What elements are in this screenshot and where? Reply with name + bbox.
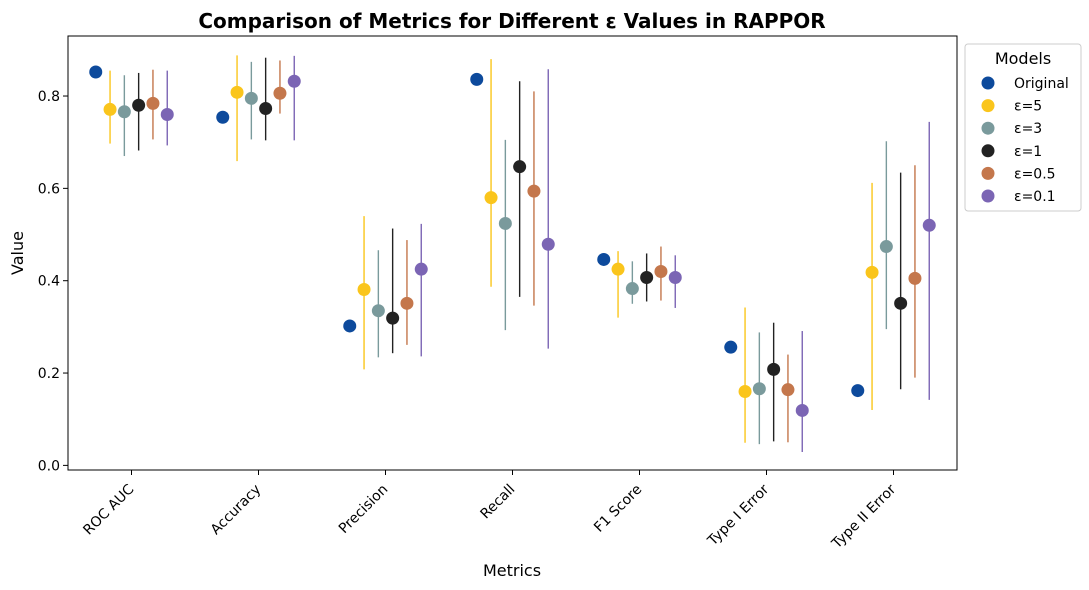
x-tick-label: Recall	[477, 482, 518, 523]
data-point	[146, 96, 160, 110]
legend-label: ε=3	[1014, 121, 1042, 137]
x-tick-label: Accuracy	[208, 482, 265, 539]
legend-label: ε=5	[1014, 99, 1042, 115]
legend-title: Models	[995, 49, 1051, 68]
data-point	[470, 72, 484, 86]
data-point	[724, 340, 738, 354]
data-point	[216, 110, 230, 124]
data-point	[132, 98, 146, 112]
data-point	[160, 107, 174, 121]
legend-label: ε=1	[1014, 144, 1042, 160]
data-point	[668, 270, 682, 284]
data-point	[908, 271, 922, 285]
data-point	[259, 101, 273, 115]
y-tick-label: 0.0	[38, 458, 60, 474]
x-tick-label: Precision	[336, 482, 391, 537]
data-point	[767, 362, 781, 376]
data-point	[287, 74, 301, 88]
legend-label: Original	[1014, 76, 1069, 92]
data-point	[89, 65, 103, 79]
x-tick-label: Type II Error	[828, 481, 899, 552]
legend-marker	[981, 99, 995, 113]
legend-marker	[981, 76, 995, 90]
data-point	[611, 262, 625, 276]
y-tick-label: 0.6	[38, 181, 60, 197]
legend-items: Original ε=5 ε=3 ε=1 ε=0.5 ε=0.1	[981, 76, 1069, 205]
data-point	[513, 160, 527, 174]
x-tick-label: F1 Score	[591, 482, 645, 536]
data-point	[414, 262, 428, 276]
legend-marker	[981, 189, 995, 203]
data-point	[640, 270, 654, 284]
data-point	[879, 240, 893, 254]
data-point	[752, 382, 766, 396]
y-tick-label: 0.8	[38, 89, 60, 105]
data-point	[654, 264, 668, 278]
legend-box	[964, 43, 1082, 212]
data-point	[484, 191, 498, 205]
data-point	[230, 85, 244, 99]
y-tick-label: 0.2	[38, 366, 60, 382]
y-tick-label: 0.4	[38, 274, 60, 290]
data-point	[541, 237, 555, 251]
x-tick-label: ROC AUC	[80, 481, 137, 538]
data-point	[343, 319, 357, 333]
legend-marker	[981, 144, 995, 158]
y-axis: 0.0 0.2 0.4 0.6 0.8	[38, 89, 68, 474]
legend-marker	[981, 121, 995, 135]
data-point	[738, 385, 752, 399]
data-point	[527, 184, 541, 198]
legend-marker	[981, 166, 995, 180]
chart-title: Comparison of Metrics for Different ε Va…	[198, 9, 825, 33]
data-point	[851, 384, 865, 398]
data-point	[795, 403, 809, 417]
legend: Models Original ε=5 ε=3 ε=1 ε=0.5 ε=0.1	[964, 43, 1082, 212]
data-point	[865, 265, 879, 279]
plot-layer	[89, 55, 936, 452]
data-point	[273, 86, 287, 100]
data-point	[625, 282, 639, 296]
data-point	[386, 311, 400, 325]
x-tick-label: Type I Error	[704, 481, 772, 549]
data-point	[400, 296, 414, 310]
data-point	[922, 218, 936, 232]
plot-area	[67, 35, 958, 471]
data-point	[597, 252, 611, 266]
data-point	[244, 91, 258, 105]
x-axis-label: Metrics	[483, 561, 541, 580]
data-point	[357, 282, 371, 296]
data-point	[103, 102, 117, 116]
legend-label: ε=0.5	[1014, 166, 1056, 182]
x-axis: ROC AUC Accuracy Precision Recall F1 Score Ty…	[80, 470, 899, 553]
data-point	[117, 105, 131, 119]
legend-label: ε=0.1	[1014, 189, 1056, 205]
data-point	[781, 383, 795, 397]
data-point	[498, 216, 512, 230]
data-point	[894, 296, 908, 310]
data-point	[371, 304, 385, 318]
y-axis-label: Value	[8, 231, 27, 275]
